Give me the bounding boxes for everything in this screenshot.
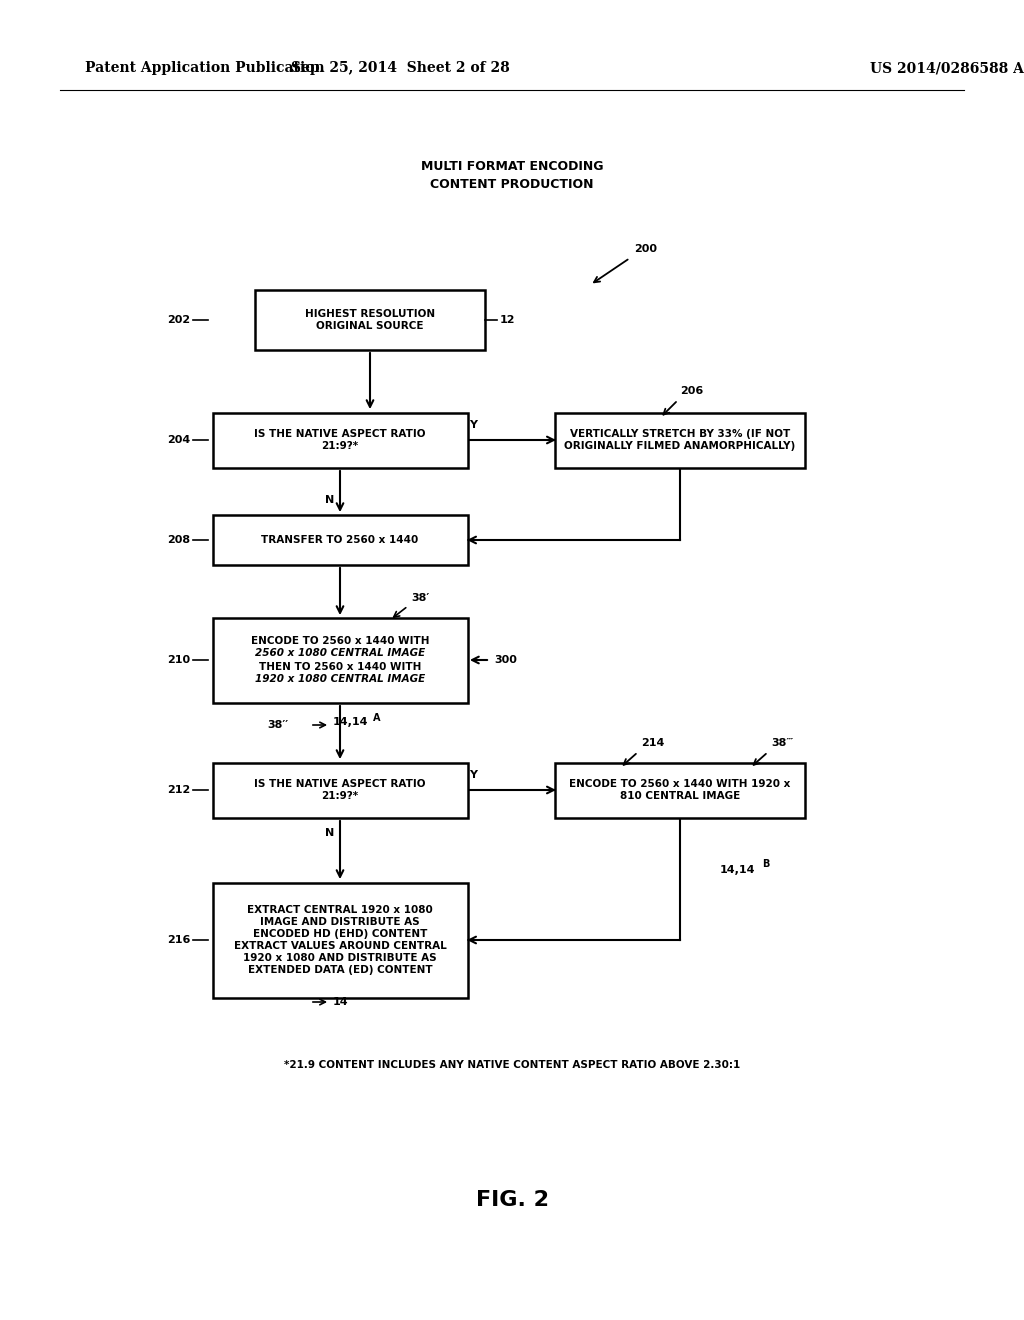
Text: EXTRACT VALUES AROUND CENTRAL: EXTRACT VALUES AROUND CENTRAL [233,941,446,950]
Text: 38′: 38′ [411,593,429,603]
Text: EXTENDED DATA (ED) CONTENT: EXTENDED DATA (ED) CONTENT [248,965,432,975]
Text: 216: 216 [167,935,190,945]
Text: 212: 212 [167,785,190,795]
Text: ENCODE TO 2560 x 1440 WITH: ENCODE TO 2560 x 1440 WITH [251,635,429,645]
Text: ENCODED HD (EHD) CONTENT: ENCODED HD (EHD) CONTENT [253,929,427,939]
Bar [555,412,805,467]
Text: Y: Y [469,770,477,780]
Text: 38‴: 38‴ [771,738,794,748]
Text: 208: 208 [167,535,190,545]
Text: US 2014/0286588 A1: US 2014/0286588 A1 [870,61,1024,75]
Text: 1920 x 1080 CENTRAL IMAGE: 1920 x 1080 CENTRAL IMAGE [255,675,425,685]
Bar [213,618,468,702]
Text: 210: 210 [167,655,190,665]
Text: *21.9 CONTENT INCLUDES ANY NATIVE CONTENT ASPECT RATIO ABOVE 2.30:1: *21.9 CONTENT INCLUDES ANY NATIVE CONTEN… [284,1060,740,1071]
Text: N: N [326,495,335,506]
Text: IMAGE AND DISTRIBUTE AS: IMAGE AND DISTRIBUTE AS [260,917,420,927]
Text: 202: 202 [167,315,190,325]
Text: 14,14: 14,14 [720,865,756,875]
Text: 14,14: 14,14 [333,717,369,727]
Text: 21:9?*: 21:9?* [322,441,358,451]
Text: ORIGINALLY FILMED ANAMORPHICALLY): ORIGINALLY FILMED ANAMORPHICALLY) [564,441,796,451]
Text: 2560 x 1080 CENTRAL IMAGE: 2560 x 1080 CENTRAL IMAGE [255,648,425,659]
Text: TRANSFER TO 2560 x 1440: TRANSFER TO 2560 x 1440 [261,535,419,545]
Text: THEN TO 2560 x 1440 WITH: THEN TO 2560 x 1440 WITH [259,661,421,672]
Bar [255,290,485,350]
Text: Y: Y [469,420,477,430]
Text: N: N [326,828,335,838]
Text: FIG. 2: FIG. 2 [475,1191,549,1210]
Text: 38′′: 38′′ [267,719,289,730]
Text: 810 CENTRAL IMAGE: 810 CENTRAL IMAGE [620,791,740,801]
Text: 14: 14 [333,997,348,1007]
Bar [555,763,805,817]
Bar [213,515,468,565]
Text: B: B [762,859,769,869]
Text: 21:9?*: 21:9?* [322,791,358,801]
Text: MULTI FORMAT ENCODING
CONTENT PRODUCTION: MULTI FORMAT ENCODING CONTENT PRODUCTION [421,160,603,190]
Text: Sep. 25, 2014  Sheet 2 of 28: Sep. 25, 2014 Sheet 2 of 28 [291,61,509,75]
Text: Patent Application Publication: Patent Application Publication [85,61,325,75]
Text: 206: 206 [680,385,703,396]
Text: 204: 204 [167,436,190,445]
Text: ENCODE TO 2560 x 1440 WITH 1920 x: ENCODE TO 2560 x 1440 WITH 1920 x [569,779,791,789]
Text: A: A [373,713,381,723]
Text: ORIGINAL SOURCE: ORIGINAL SOURCE [316,321,424,331]
Text: IS THE NATIVE ASPECT RATIO: IS THE NATIVE ASPECT RATIO [254,429,426,440]
Bar [213,763,468,817]
Text: 214: 214 [641,738,665,748]
Text: 300: 300 [494,655,517,665]
Bar [213,883,468,998]
Text: 200: 200 [634,244,657,253]
Text: EXTRACT CENTRAL 1920 x 1080: EXTRACT CENTRAL 1920 x 1080 [247,906,433,915]
Text: 1920 x 1080 AND DISTRIBUTE AS: 1920 x 1080 AND DISTRIBUTE AS [243,953,437,964]
Text: HIGHEST RESOLUTION: HIGHEST RESOLUTION [305,309,435,319]
Text: 12: 12 [500,315,515,325]
Text: IS THE NATIVE ASPECT RATIO: IS THE NATIVE ASPECT RATIO [254,779,426,789]
Text: VERTICALLY STRETCH BY 33% (IF NOT: VERTICALLY STRETCH BY 33% (IF NOT [570,429,791,440]
Bar [213,412,468,467]
